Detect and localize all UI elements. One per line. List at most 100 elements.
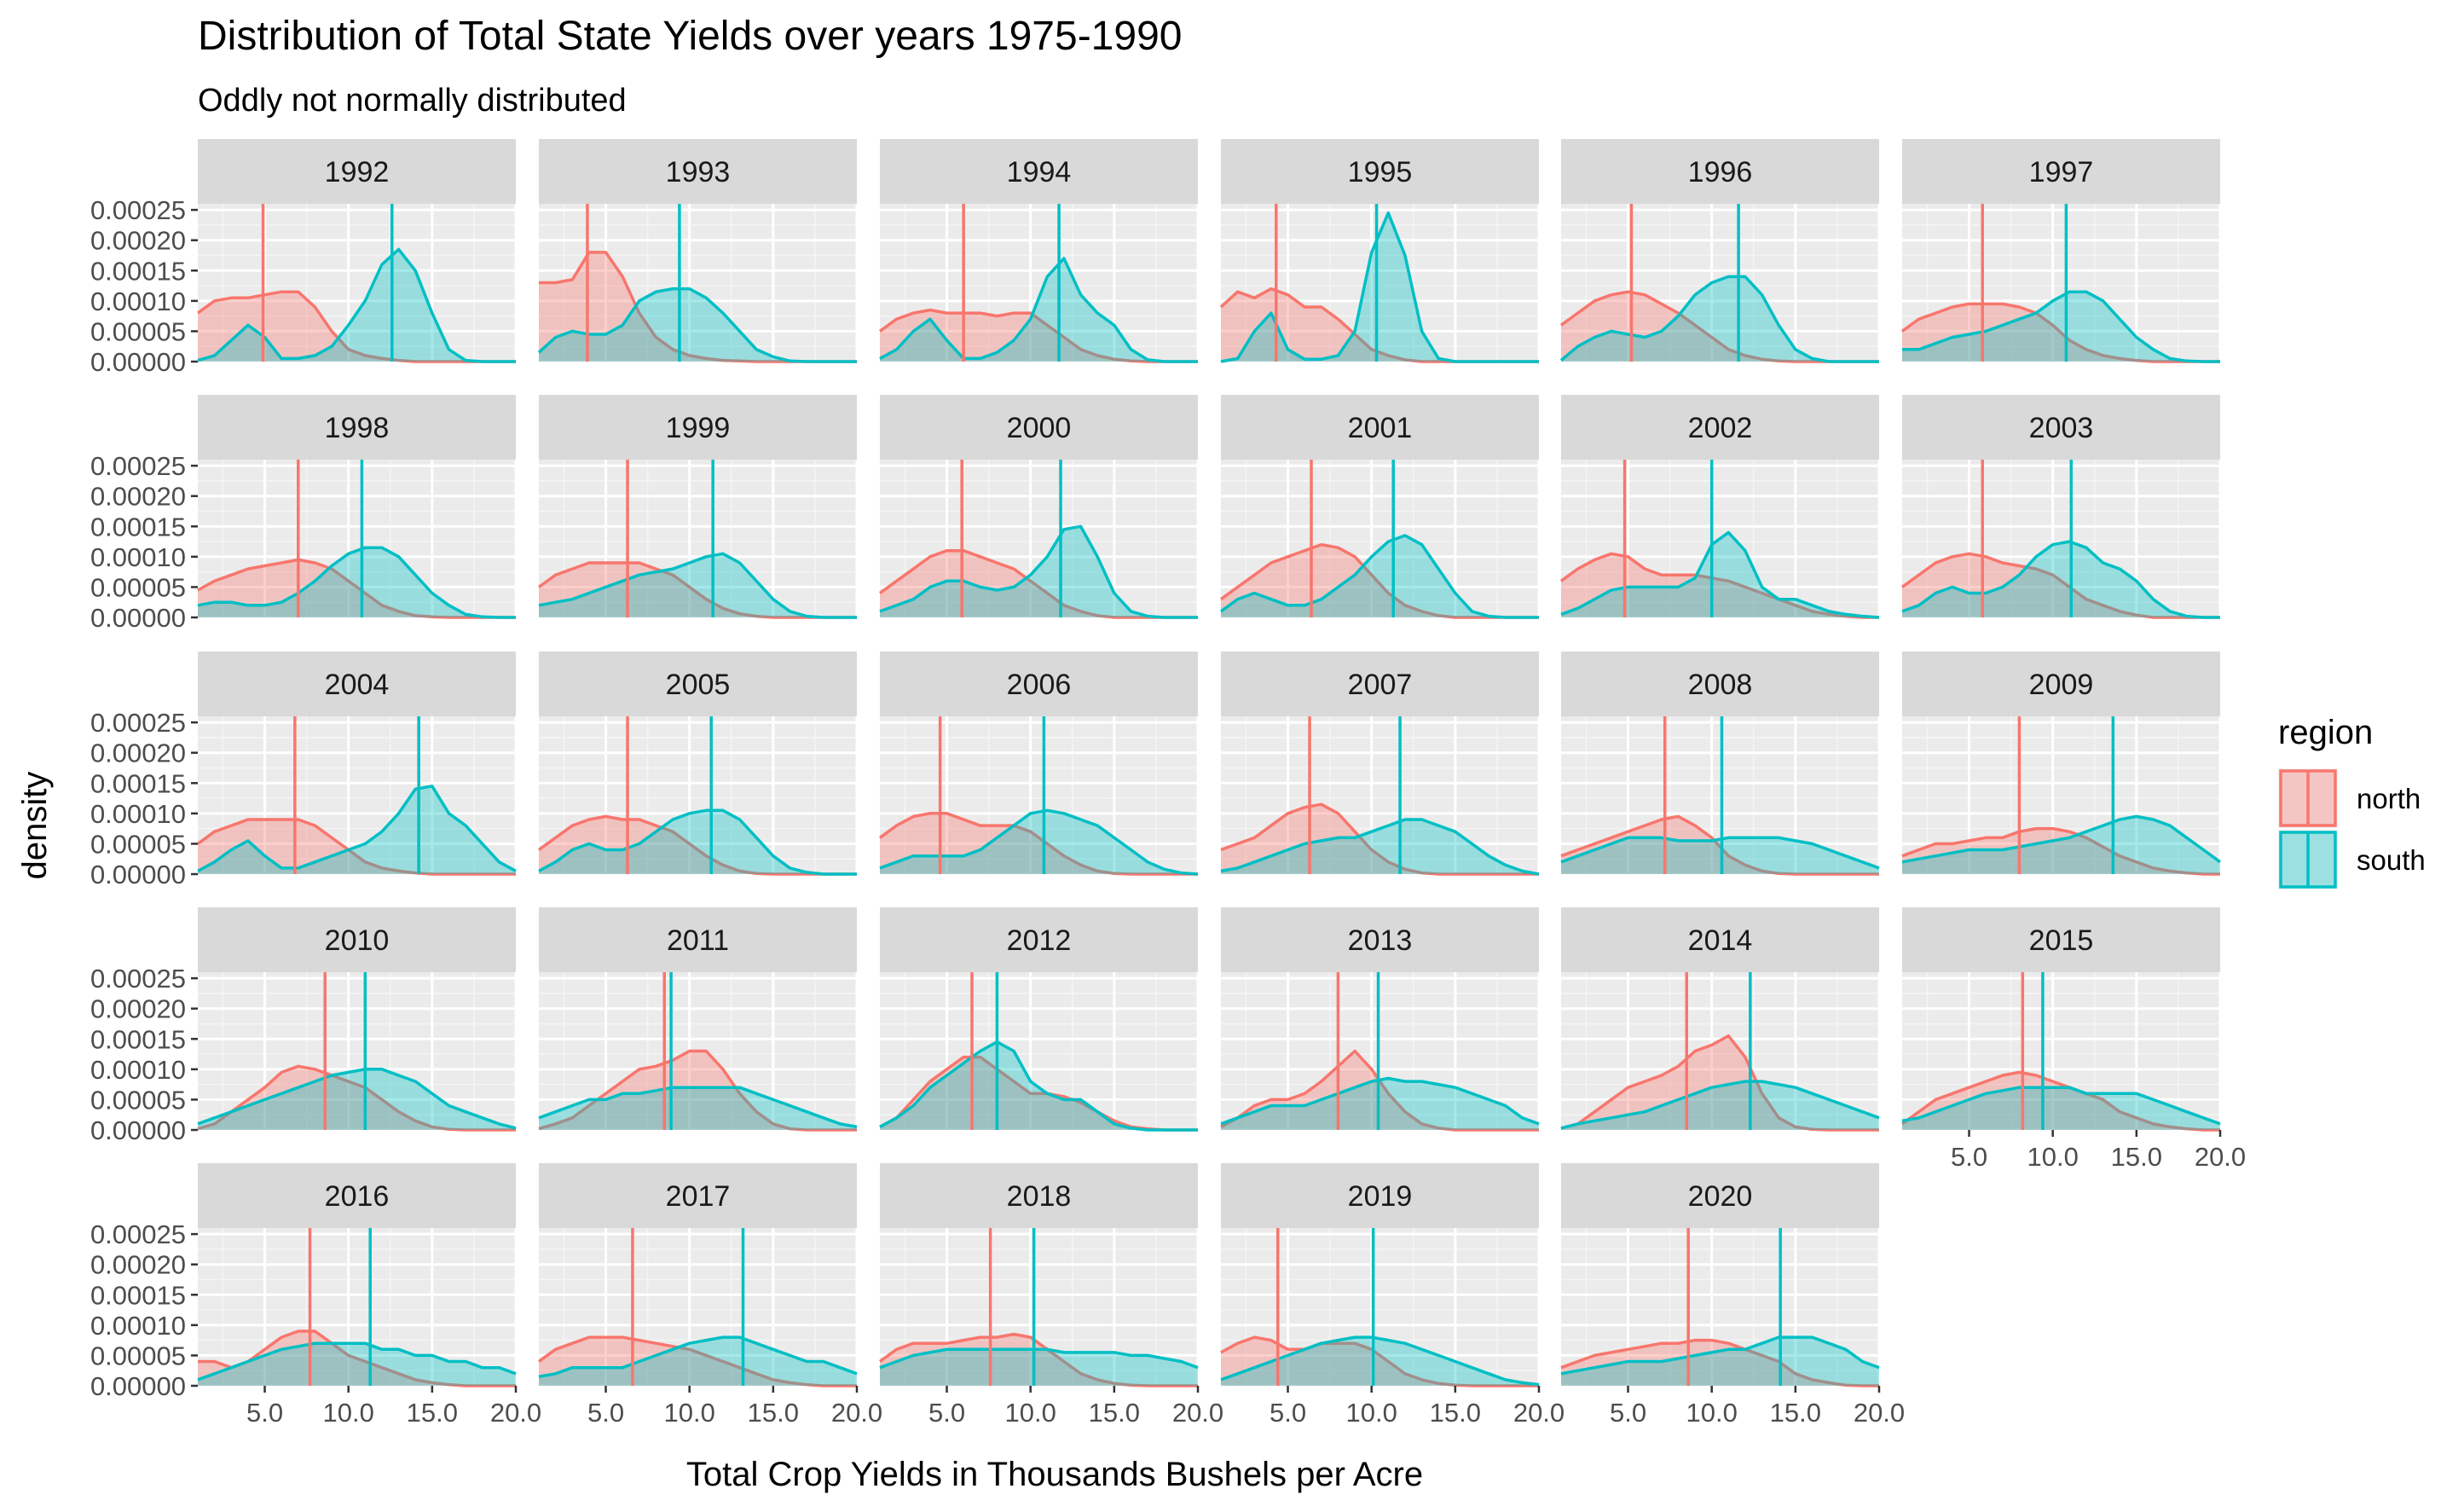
south-density-line [1560,836,1880,870]
facet-panel-2012: 2012 [879,907,1200,1132]
south-density-area [539,1087,857,1130]
north-density-area [880,550,1198,617]
north-density-area [880,813,1198,874]
south-density-area [198,1069,516,1130]
y-tick-label: 0.00020 [90,1250,186,1280]
north-density-line [878,812,1198,876]
south-density-line [197,785,517,872]
north-density-area [539,563,857,617]
legend-entry-south: south [2278,830,2426,889]
facet-strip [1561,1163,1879,1228]
facet-panel-2006: 2006 [878,652,1200,876]
facet-panel-2015: 2015 5.0 10.0 15.0 20.0 [1900,907,2246,1172]
facet-strip [1561,652,1879,716]
north-density-area [539,252,857,362]
south-density-area [1221,1078,1539,1130]
south-density-area [1561,532,1879,617]
south-density-area [880,526,1198,617]
x-tick-label: 10.0 [1686,1398,1738,1428]
north-density-line [537,561,857,619]
facet-strip-label: 2009 [2029,669,2094,701]
y-tick-label: 0.00005 [90,829,186,859]
north-density-line [197,1064,516,1132]
north-density-line [1901,826,2220,876]
y-tick-label: 0.00025 [90,451,186,481]
south-density-area [1561,276,1879,362]
facet-panel-1992: 1992 0.000000.000050.000100.000150.000200… [90,139,518,377]
south-density-area [198,785,516,874]
facet-strip [198,395,516,460]
north-density-area [880,310,1198,362]
south-density-line [538,808,857,876]
panel-background [1902,460,2220,617]
facet-panel-1996: 1996 [1559,139,1881,363]
panel-background [880,716,1198,874]
south-density-line [538,1086,858,1129]
x-tick-label: 15.0 [1770,1398,1821,1428]
south-density-area [1221,820,1539,874]
chart-title: Distribution of Total State Yields over … [198,14,1182,59]
facet-strip [1221,1163,1539,1228]
y-tick-label: 0.00015 [90,256,186,286]
facet-strip-label: 2015 [2029,924,2094,957]
facet-panel-1993: 1993 [537,139,859,363]
facet-strip-label: 1994 [1007,156,1072,188]
facet-strip-label: 2000 [1007,412,1072,444]
x-tick-label: 15.0 [1430,1398,1481,1428]
north-density-line [1900,302,2220,363]
legend-title: region [2278,714,2373,751]
facet-strip [198,907,516,972]
south-density-line [1560,1080,1880,1130]
panel-background [539,716,857,874]
south-density-area [1561,1337,1879,1386]
facet-strip-label: 2006 [1007,669,1072,701]
y-tick-label: 0.00015 [90,1024,186,1054]
north-density-area [198,1066,516,1130]
north-density-line [1220,802,1539,876]
facet-strip-label: 2005 [666,669,731,701]
south-density-area [1221,212,1539,362]
facet-strip [1561,139,1879,204]
panel-background [1561,972,1879,1130]
facet-strip-label: 1998 [325,412,390,444]
panel-background [880,460,1198,617]
south-density-area [539,288,857,362]
north-density-line [196,290,516,363]
facet-panel-2000: 2000 [878,395,1200,619]
facet-strip-label: 2012 [1007,924,1072,957]
facet-strip [198,139,516,204]
legend: region north south [2278,714,2426,889]
y-tick-label: 0.00005 [90,1341,186,1370]
x-tick-label: 15.0 [748,1398,799,1428]
south-density-line [879,1040,1198,1132]
facet-strip [1221,139,1539,204]
south-density-line [879,257,1198,363]
south-density-line [879,1347,1199,1370]
facet-panel-2008: 2008 [1560,652,1881,876]
north-density-area [1561,816,1879,874]
facet-strip [198,1163,516,1228]
south-density-line [1220,1076,1540,1126]
facet-strip-label: 2013 [1348,924,1413,957]
south-density-area [198,547,516,617]
south-density-line [538,1335,858,1379]
south-density-area [539,553,857,617]
south-density-area [880,258,1198,362]
facet-strip-label: 2001 [1348,412,1413,444]
x-tick-label: 15.0 [2111,1142,2162,1172]
north-density-area [1902,1072,2220,1130]
facet-strip [880,907,1198,972]
facet-strip-label: 2020 [1688,1180,1753,1213]
north-density-line [878,308,1198,363]
south-density-line [1220,1335,1540,1387]
facet-panel-2003: 2003 [1900,395,2222,619]
facet-strip [539,652,857,716]
x-tick-label: 15.0 [407,1398,458,1428]
north-density-line [1560,1338,1879,1387]
facet-panel-2013: 2013 [1220,907,1541,1132]
facet-strip-label: 2014 [1688,924,1753,957]
south-density-line [1559,275,1879,363]
panel-background [1561,1228,1879,1386]
y-tick-label: 0.00020 [90,739,186,768]
north-density-line [878,548,1198,619]
